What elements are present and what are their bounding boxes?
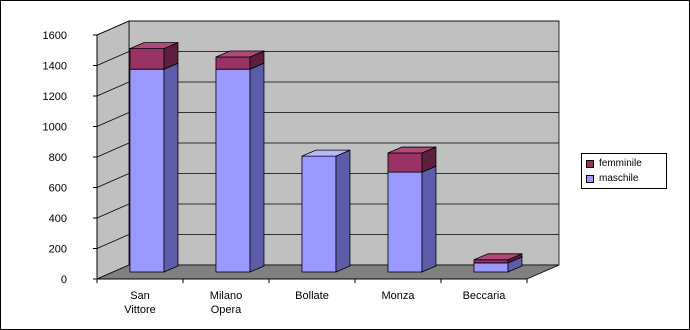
y-tick-label-1600: 1600: [43, 30, 67, 42]
y-tick-label-1000: 1000: [43, 122, 67, 134]
y-tick-label-400: 400: [49, 213, 67, 225]
legend-swatch-femminile: [586, 159, 594, 168]
x-tick-label-san-vittore: San Vittore: [124, 290, 156, 316]
x-tick-label-line-monza-0: Monza: [381, 290, 415, 302]
bar-front-milano-opera-maschile: [215, 68, 251, 273]
x-tick-labels: San Vittore Milano Opera Bollate Monza Beccari…: [124, 290, 506, 316]
x-tick-label-bollate: Bollate: [295, 290, 329, 302]
bar-top-san-vittore-femminile: [129, 42, 179, 49]
y-tick-labels: 0 200 400 600 800 1000 1200 1400 1600: [43, 30, 67, 286]
legend: femminile maschile: [581, 153, 667, 189]
legend-swatch-maschile: [586, 174, 594, 183]
bar-san-vittore-maschile: [129, 62, 179, 273]
bar-front-bollate-maschile: [301, 155, 337, 273]
bar-top-milano-opera-femminile: [215, 50, 265, 58]
bar-side-milano-opera-maschile: [249, 62, 265, 273]
legend-entry-femminile: femminile: [586, 156, 666, 171]
y-tick-label-800: 800: [49, 152, 67, 164]
bar-top-bollate-maschile: [301, 149, 351, 157]
bar-front-monza-maschile: [387, 171, 423, 273]
bar-front-monza-femminile: [387, 152, 423, 173]
bar-front-san-vittore-maschile: [129, 68, 165, 273]
y-tick-label-0: 0: [61, 274, 67, 286]
y-tick-label-600: 600: [49, 183, 67, 195]
x-tick-label-beccaria: Beccaria: [463, 290, 507, 302]
bar-front-san-vittore-femminile: [129, 48, 165, 70]
legend-label-femminile: femminile: [599, 158, 642, 169]
bar-top-monza-femminile: [387, 146, 437, 154]
legend-label-maschile: maschile: [599, 173, 639, 184]
bar-milano-opera-maschile: [215, 62, 265, 273]
x-tick-label-milano-opera: Milano Opera: [210, 290, 242, 316]
gridline-1200: [96, 81, 559, 97]
bar-side-bollate-maschile: [335, 149, 351, 273]
x-tick-label-line-san-vittore-0: San: [130, 290, 150, 302]
bar-side-san-vittore-maschile: [163, 62, 179, 273]
x-tick-label-line-milano-opera-0: Milano: [210, 290, 242, 302]
bar-side-monza-maschile: [421, 165, 437, 273]
gridline-800: [96, 142, 559, 158]
bar-monza-femminile: [387, 146, 437, 173]
gridline-1000: [96, 112, 559, 127]
legend-entry-maschile: maschile: [586, 171, 666, 186]
y-tick-label-200: 200: [49, 244, 67, 256]
x-tick-label-line-milano-opera-1: Opera: [211, 304, 242, 316]
y-tick-label-1400: 1400: [43, 61, 67, 73]
bar-front-beccaria-maschile: [473, 262, 509, 273]
x-tick-label-line-beccaria-0: Beccaria: [463, 290, 507, 302]
bar-front-milano-opera-femminile: [215, 56, 251, 70]
bar-front-beccaria-femminile: [473, 259, 509, 264]
gridline-1400: [96, 51, 559, 66]
bars: [129, 41, 523, 273]
bar-top-beccaria-femminile: [473, 253, 523, 261]
x-tick-label-monza: Monza: [381, 290, 415, 302]
bar-bollate-maschile: [301, 149, 351, 273]
bar-milano-opera-femminile: [215, 50, 265, 70]
gridline-1600: [96, 20, 559, 36]
bar-monza-maschile: [387, 165, 437, 273]
bar-beccaria-femminile: [473, 253, 523, 264]
x-tick-label-line-san-vittore-1: Vittore: [124, 304, 156, 316]
axes: [93, 34, 528, 283]
bar-san-vittore-femminile: [129, 41, 179, 70]
y-tick-label-1200: 1200: [43, 91, 67, 103]
x-tick-label-line-bollate-0: Bollate: [295, 290, 329, 302]
